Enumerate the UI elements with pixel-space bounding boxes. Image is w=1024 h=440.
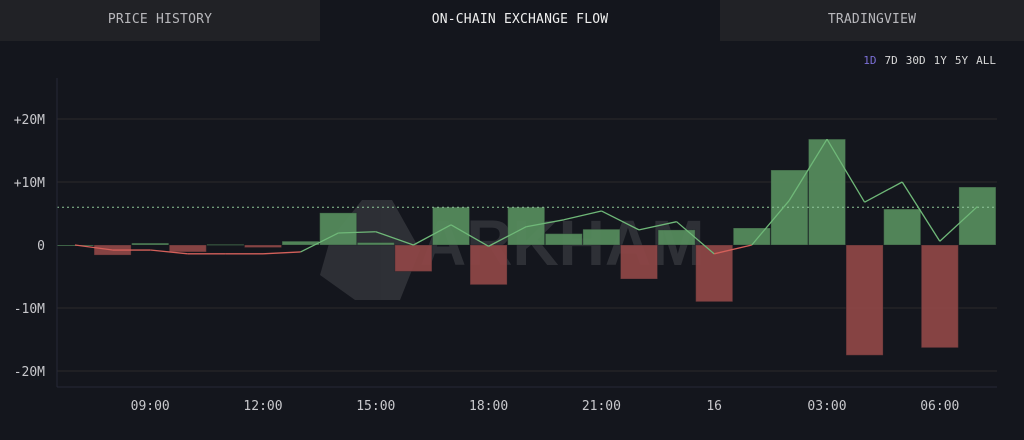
range-all[interactable]: ALL [976,54,996,67]
bar [544,233,583,246]
trend-line-segment [601,210,640,231]
bar [131,242,170,246]
y-tick-label: -20M [14,365,45,380]
range-1d[interactable]: 1D [863,54,877,67]
bar [469,244,508,286]
range-7d[interactable]: 7D [884,54,898,67]
trend-line-segment [676,221,715,255]
trend-line-segment [638,221,677,231]
x-tick-label: 21:00 [582,399,621,414]
y-tick-label: +20M [14,113,45,128]
trend-line-segment [939,206,978,242]
range-5y[interactable]: 5Y [954,54,969,67]
trend-line-segment [901,181,941,242]
range-30d[interactable]: 30D [905,54,926,67]
trend-line-segment [300,232,339,253]
tab-bar: PRICE HISTORY ON-CHAIN EXCHANGE FLOW TRA… [0,0,1024,41]
x-tick-label: 12:00 [243,399,282,414]
trend-line-segment [74,244,113,251]
bar [582,228,621,246]
trend-line-segment [450,224,489,247]
tab-on-chain-exchange-flow[interactable]: ON-CHAIN EXCHANGE FLOW [320,0,720,41]
tab-tradingview[interactable]: TRADINGVIEW [720,0,1024,41]
tab-price-history[interactable]: PRICE HISTORY [0,0,320,41]
x-tick-label: 06:00 [920,399,959,414]
trend-line-segment [526,219,564,228]
y-tick-label: 0 [37,239,45,254]
trend-line-segment [262,251,301,255]
trend-line-segment [751,199,790,246]
bar [958,186,997,246]
bar [883,208,922,246]
bar [620,244,658,280]
bar [920,244,959,349]
bar [845,244,884,356]
x-tick-label: 03:00 [807,399,846,414]
trend-line-segment [413,224,452,246]
bar [168,244,207,253]
x-tick-label: 16 [706,399,722,414]
bar [244,244,282,249]
bar [432,206,470,246]
trend-line-segment [375,231,414,246]
trend-line-segment [338,231,376,234]
trend-line-segment [864,181,903,203]
time-range-selector: 1D 7D 30D 1Y 5Y ALL [863,54,996,67]
trend-line-segment [563,210,602,221]
trend-line-segment [826,138,866,203]
y-tick-label: -10M [14,302,45,317]
bar [281,240,320,246]
bar [808,138,846,246]
bar [695,244,734,303]
bar [206,243,245,246]
y-tick-label: +10M [14,176,45,191]
x-tick-label: 18:00 [469,399,508,414]
trend-line-segment [488,226,527,247]
x-tick-label: 15:00 [356,399,395,414]
x-tick-label: 09:00 [131,399,170,414]
trend-line-segment [788,138,828,201]
bar [356,241,395,246]
range-1y[interactable]: 1Y [933,54,947,67]
trend-line-segment [150,249,188,255]
trend-line-segment [714,244,752,255]
bar [394,244,433,272]
